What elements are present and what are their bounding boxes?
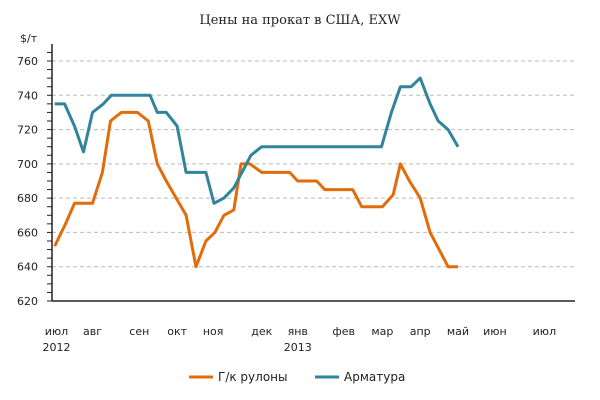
x-tick-label: мар xyxy=(371,325,393,338)
x-tick-label: июл xyxy=(45,325,68,338)
legend-label-rebar: Арматура xyxy=(344,370,405,384)
y-tick-label: 700 xyxy=(17,158,38,171)
x-tick-labels: июл 2012 авг сен окт ноя дек янв 2013 фев мар апр ма… xyxy=(43,325,557,354)
y-tick-label: 640 xyxy=(17,261,38,274)
y-tick-label: 680 xyxy=(17,192,38,205)
x-tick-label: окт xyxy=(167,325,187,338)
x-tick-label: янв xyxy=(288,325,308,338)
y-tick-label: 620 xyxy=(17,295,38,308)
x-tick-label: фев xyxy=(332,325,355,338)
axes xyxy=(47,44,575,302)
x-tick-label: авг xyxy=(83,325,102,338)
x-tick-label: дек xyxy=(251,325,272,338)
series-lines xyxy=(53,76,460,269)
y-tick-label: 660 xyxy=(17,226,38,239)
legend: Г/к рулоны Арматура xyxy=(189,370,405,384)
x-tick-label: апр xyxy=(410,325,431,338)
gridlines xyxy=(52,60,575,268)
chart-title: Цены на прокат в США, EXW xyxy=(199,13,401,28)
x-tick-label: сен xyxy=(129,325,149,338)
x-tick-label: июл xyxy=(533,325,556,338)
y-tick-label: 760 xyxy=(17,55,38,68)
x-tick-label: июн xyxy=(483,325,507,338)
series-line-hot-rolled-coil xyxy=(53,110,458,269)
series-line-rebar xyxy=(54,76,460,205)
legend-label-hot-rolled-coil: Г/к рулоны xyxy=(218,370,287,384)
y-tick-label: 720 xyxy=(17,124,38,137)
x-year-label: 2012 xyxy=(43,341,71,354)
x-tick-label: ноя xyxy=(203,325,224,338)
x-tick-label: май xyxy=(447,325,469,338)
y-tick-labels: 620 640 660 680 700 720 740 760 xyxy=(17,55,38,308)
y-tick-label: 740 xyxy=(17,89,38,102)
x-year-label: 2013 xyxy=(284,341,312,354)
y-axis-unit: $/т xyxy=(20,32,38,45)
